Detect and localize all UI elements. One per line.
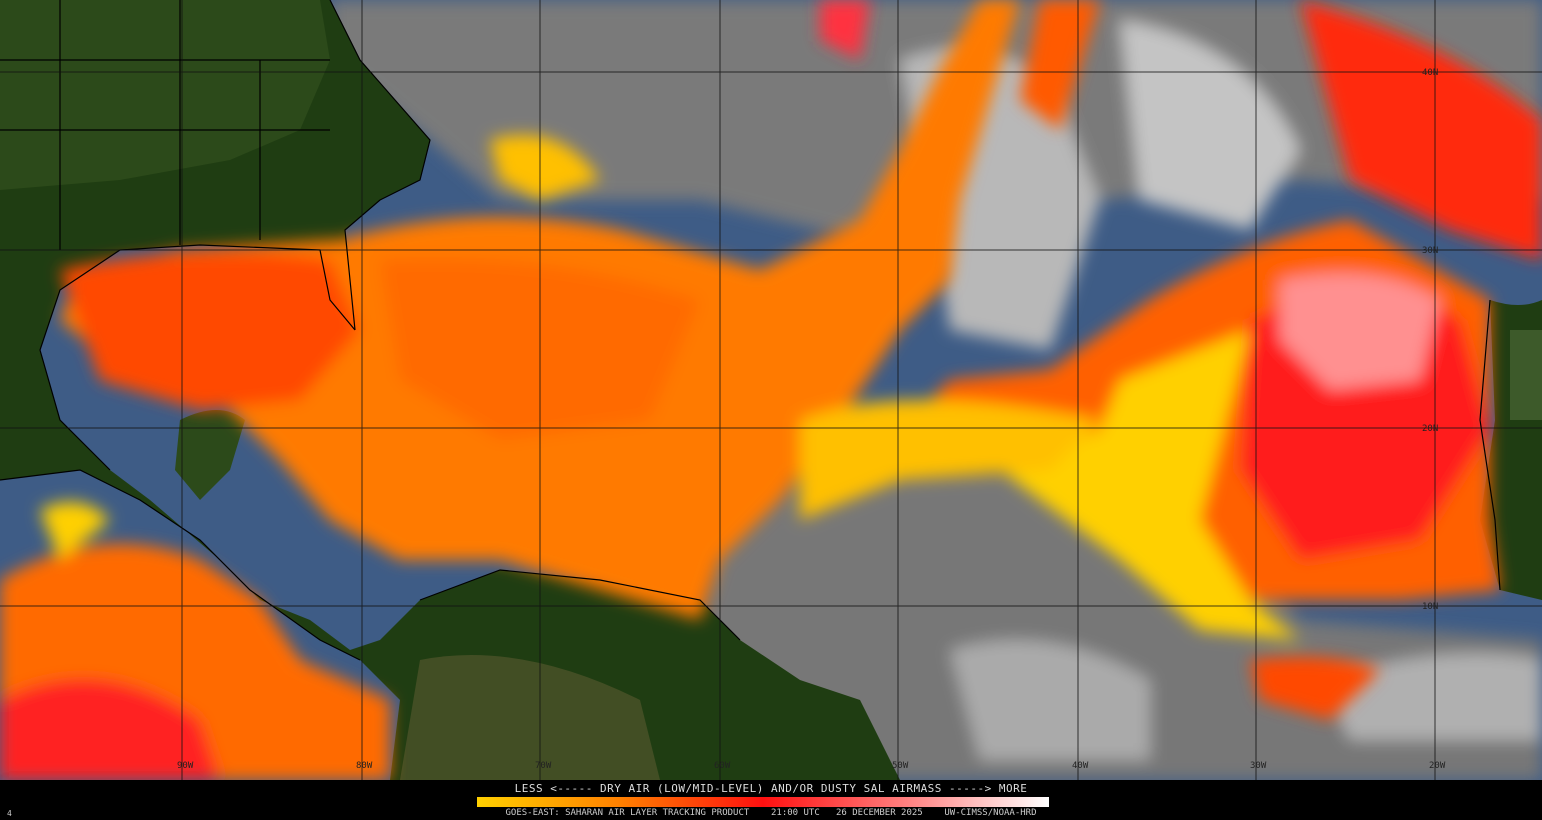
product-footer: GOES-EAST: SAHARAN AIR LAYER TRACKING PR… [505, 808, 1037, 818]
lon-label: 90W [177, 761, 194, 771]
lon-label: 20W [1429, 761, 1446, 771]
lat-label: 20N [1422, 424, 1438, 434]
lat-label: 30N [1422, 246, 1438, 256]
lon-label: 80W [356, 761, 373, 771]
legend-title: LESS <----- DRY AIR (LOW/MID-LEVEL) AND/… [514, 782, 1028, 795]
lon-label: 60W [714, 761, 731, 771]
satellite-map: 90W 80W 70W 60W 50W 40W 30W 20W 40N 30N … [0, 0, 1542, 780]
longitude-labels: 90W 80W 70W 60W 50W 40W 30W 20W [177, 761, 1446, 771]
lat-lon-grid [0, 0, 1542, 780]
lat-label: 40N [1422, 68, 1438, 78]
color-scale-bar [477, 797, 1049, 807]
corner-mark: 4 [7, 809, 12, 818]
lon-label: 40W [1072, 761, 1089, 771]
lon-label: 30W [1250, 761, 1267, 771]
lat-label: 10N [1422, 602, 1438, 612]
lon-label: 70W [535, 761, 552, 771]
lon-label: 50W [892, 761, 909, 771]
latitude-labels: 40N 30N 20N 10N [1422, 68, 1438, 612]
